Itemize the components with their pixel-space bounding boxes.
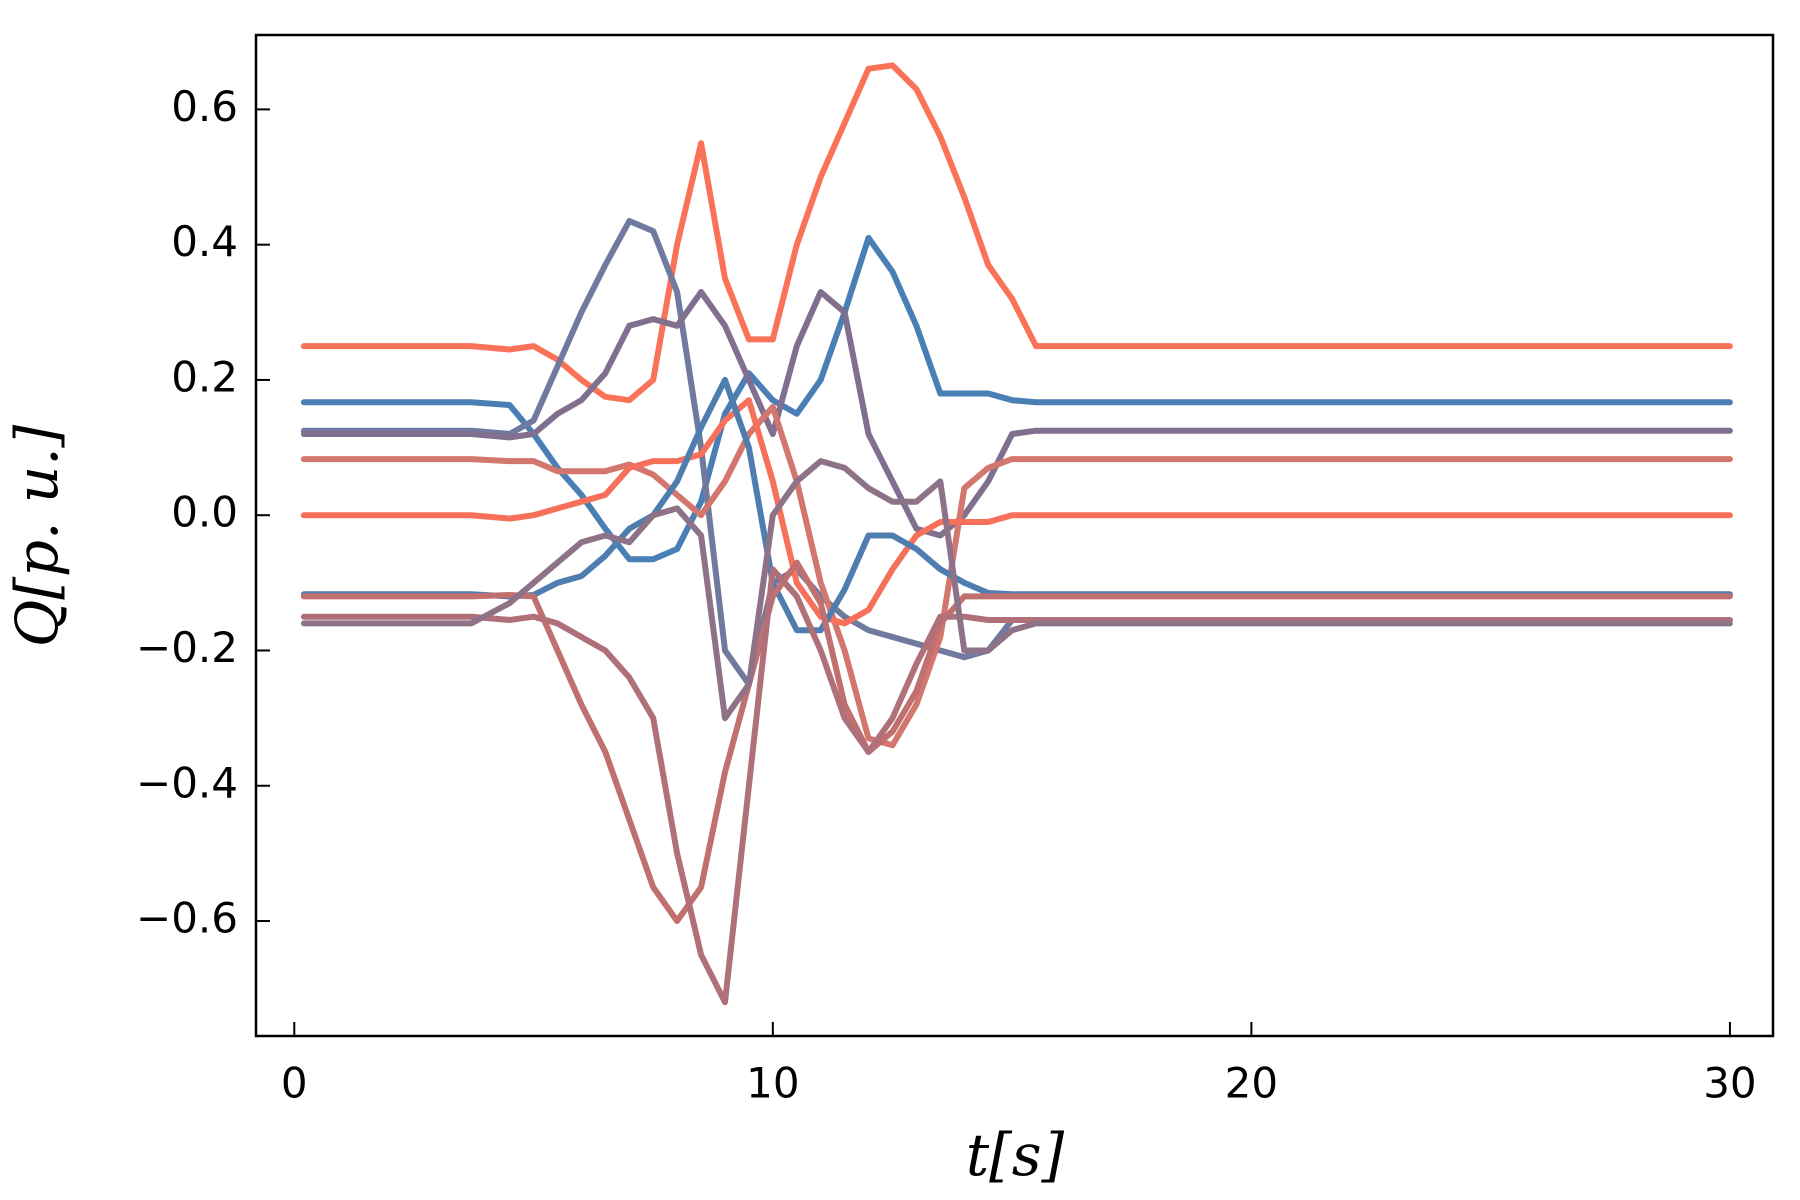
x-tick-label: 0 (281, 1059, 308, 1108)
x-tick-label: 20 (1225, 1059, 1278, 1108)
series-line (300, 234, 1733, 563)
x-axis-label: t[s] (966, 1121, 1065, 1189)
x-tick-label: 10 (746, 1059, 799, 1108)
series-line (300, 289, 1733, 539)
y-tick-label: 0.4 (171, 217, 238, 266)
series-line (300, 62, 1733, 404)
plot-frame (254, 33, 1775, 1038)
y-tick-label: 0.2 (171, 352, 238, 401)
series-line (300, 458, 1733, 722)
y-tick-label: −0.6 (136, 894, 238, 943)
y-tick-label: 0.6 (171, 82, 238, 131)
y-tick-label: 0.0 (171, 488, 238, 537)
series-line (300, 404, 1733, 749)
y-tick-label: −0.2 (136, 623, 238, 672)
series-line (300, 566, 1733, 1006)
series-line (300, 218, 1733, 688)
y-axis-label: Q[p. u.] (3, 424, 71, 647)
y-tick-label: −0.4 (136, 758, 238, 807)
series-line (300, 397, 1733, 627)
x-tick-label: 30 (1703, 1059, 1756, 1108)
